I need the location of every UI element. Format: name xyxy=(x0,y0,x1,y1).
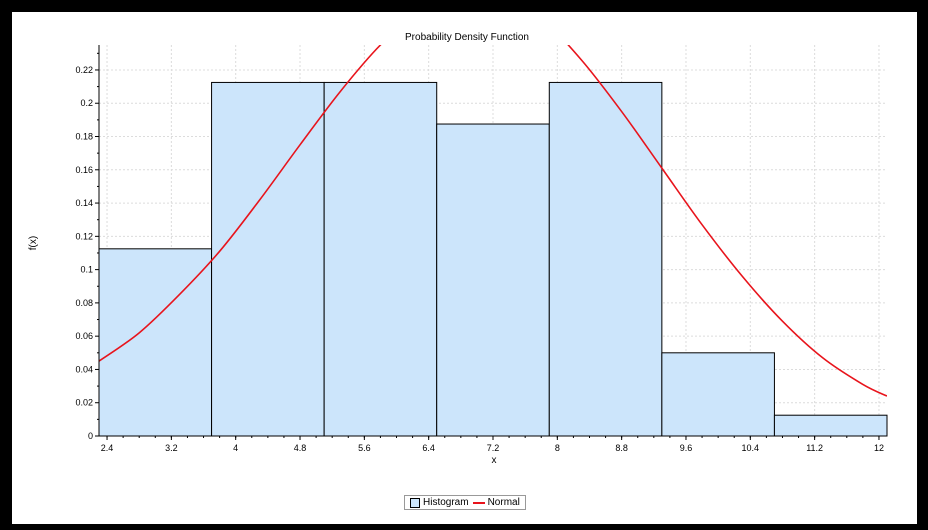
y-tick-label: 0.14 xyxy=(75,198,93,208)
chart-frame: Probability Density Function x f(x) 0 0.0… xyxy=(12,12,917,524)
legend-item-histogram: Histogram xyxy=(410,497,469,508)
histogram-bar xyxy=(436,123,550,437)
y-tick-label: 0.16 xyxy=(75,165,93,175)
histogram-bar xyxy=(323,81,438,437)
legend-item-normal: Normal xyxy=(472,497,520,508)
x-tick-label: 4 xyxy=(233,443,238,453)
y-tick-label: 0.12 xyxy=(75,231,93,241)
histogram-swatch xyxy=(410,497,420,508)
x-tick-label: 2.4 xyxy=(101,443,114,453)
histogram-bar xyxy=(661,352,775,437)
x-tick-label: 5.6 xyxy=(358,443,371,453)
y-tick-label: 0.02 xyxy=(75,398,93,408)
y-axis-label: f(x) xyxy=(28,236,39,250)
histogram-bar xyxy=(773,414,888,437)
x-tick-label: 7.2 xyxy=(487,443,500,453)
x-tick-label: 6.4 xyxy=(422,443,435,453)
x-tick-label: 8.8 xyxy=(615,443,628,453)
normal-curve xyxy=(99,45,887,397)
legend-label-histogram: Histogram xyxy=(423,497,469,508)
normal-curve-layer xyxy=(99,45,887,397)
histogram-bar xyxy=(98,248,213,437)
y-tick-label: 0.18 xyxy=(75,132,93,142)
x-tick-label: 12 xyxy=(874,443,884,453)
y-tick-label: 0.06 xyxy=(75,331,93,341)
y-tick-label: 0.2 xyxy=(80,98,93,108)
y-tick-label: 0.1 xyxy=(80,265,93,275)
normal-swatch xyxy=(472,501,485,504)
x-axis-label: x xyxy=(492,455,497,466)
x-tick-label: 3.2 xyxy=(165,443,178,453)
chart-title: Probability Density Function xyxy=(405,32,529,43)
y-tick-label: 0.04 xyxy=(75,364,93,374)
y-tick-label: 0 xyxy=(88,431,93,441)
y-tick-label: 0.08 xyxy=(75,298,93,308)
histogram-bar xyxy=(548,81,663,437)
legend-label-normal: Normal xyxy=(487,497,520,508)
x-tick-label: 9.6 xyxy=(680,443,693,453)
histogram-bar xyxy=(211,81,325,437)
x-tick-label: 4.8 xyxy=(294,443,307,453)
y-tick-label: 0.22 xyxy=(75,65,93,75)
axes: 0 0.02 0.04 0.06 0.08 0.1 0.12 0.14 0.16 0.18 0.2 0… xyxy=(75,45,887,453)
legend: Histogram Normal xyxy=(404,495,526,510)
pdf-chart: Probability Density Function x f(x) 0 0.0… xyxy=(28,32,888,466)
x-tick-label: 8 xyxy=(555,443,560,453)
x-tick-label: 10.4 xyxy=(742,443,760,453)
x-tick-label: 11.2 xyxy=(806,443,823,453)
